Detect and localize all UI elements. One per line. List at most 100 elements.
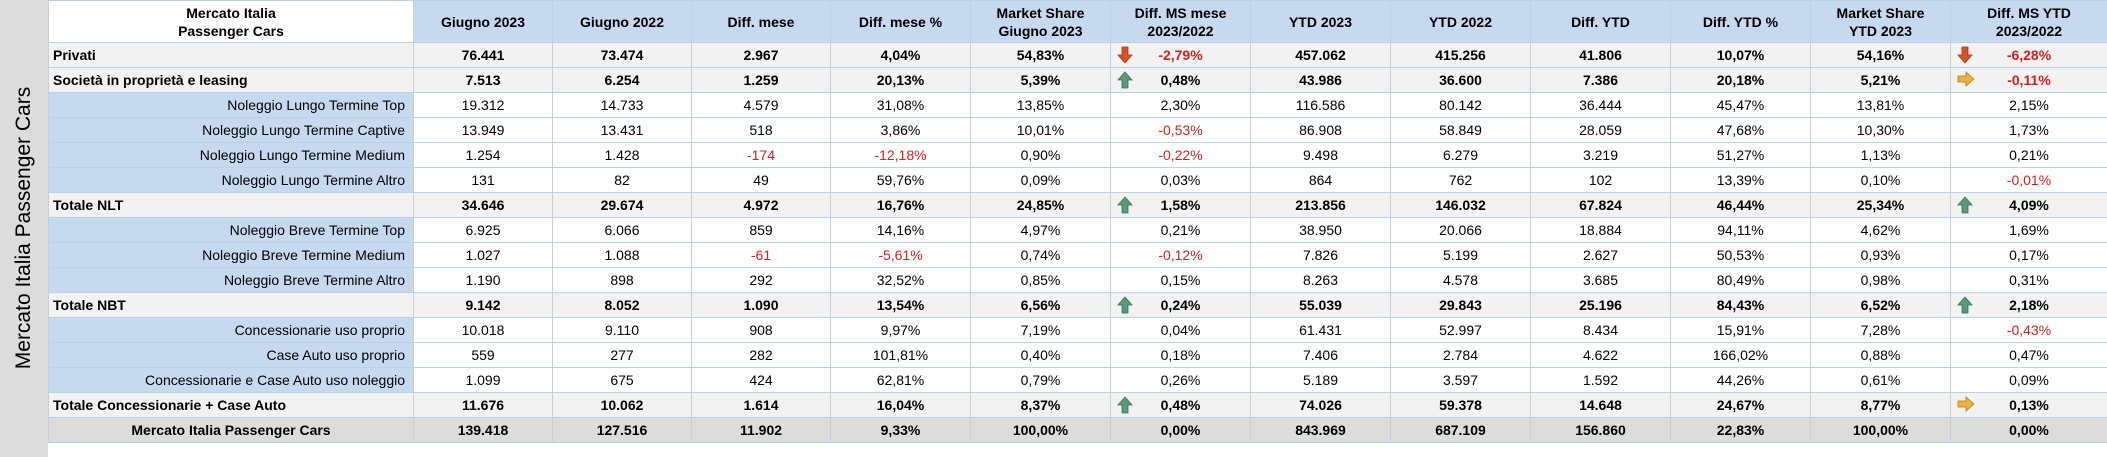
table-cell[interactable]: -0,11% (1950, 67, 2107, 93)
table-cell[interactable]: 3.219 (1530, 142, 1671, 168)
table-cell[interactable]: 166,02% (1670, 342, 1811, 368)
table-cell[interactable]: 4,04% (830, 42, 971, 68)
column-header[interactable]: Market Share YTD 2023 (1810, 0, 1951, 43)
table-cell[interactable]: 13,39% (1670, 167, 1811, 193)
table-cell[interactable]: 15,91% (1670, 317, 1811, 343)
table-cell[interactable]: 54,16% (1810, 42, 1951, 68)
table-cell[interactable]: 2.967 (691, 42, 831, 68)
table-cell[interactable]: 34.646 (413, 192, 553, 218)
table-cell[interactable]: -2,79% (1110, 42, 1251, 68)
table-cell[interactable]: 101,81% (830, 342, 971, 368)
table-cell[interactable]: 7,28% (1810, 317, 1951, 343)
table-cell[interactable]: 24,85% (970, 192, 1111, 218)
table-cell[interactable]: 7.406 (1250, 342, 1391, 368)
table-cell[interactable]: 1.592 (1530, 367, 1671, 393)
table-cell[interactable]: 1.088 (552, 242, 692, 268)
table-cell[interactable]: 22,83% (1670, 417, 1811, 443)
table-cell[interactable]: 6.925 (413, 217, 553, 243)
column-header[interactable]: YTD 2023 (1250, 0, 1391, 43)
row-label[interactable]: Noleggio Lungo Termine Medium (48, 142, 414, 168)
table-cell[interactable]: 24,67% (1670, 392, 1811, 418)
table-cell[interactable]: 20,13% (830, 67, 971, 93)
row-label[interactable]: Case Auto uso proprio (48, 342, 414, 368)
table-cell[interactable]: 20.066 (1390, 217, 1531, 243)
table-cell[interactable]: 0,21% (1950, 142, 2107, 168)
table-cell[interactable]: 7,19% (970, 317, 1111, 343)
table-cell[interactable]: 146.032 (1390, 192, 1531, 218)
table-cell[interactable]: 9.142 (413, 292, 553, 318)
table-cell[interactable]: 0,74% (970, 242, 1111, 268)
table-cell[interactable]: 1.099 (413, 367, 553, 393)
table-cell[interactable]: 36.444 (1530, 92, 1671, 118)
table-cell[interactable]: -174 (691, 142, 831, 168)
table-cell[interactable]: 0,09% (970, 167, 1111, 193)
table-cell[interactable]: 43.986 (1250, 67, 1391, 93)
table-cell[interactable]: 9.498 (1250, 142, 1391, 168)
table-cell[interactable]: 898 (552, 267, 692, 293)
row-label[interactable]: Noleggio Breve Termine Medium (48, 242, 414, 268)
table-cell[interactable]: 50,53% (1670, 242, 1811, 268)
table-cell[interactable]: 0,18% (1110, 342, 1251, 368)
table-cell[interactable]: 4.972 (691, 192, 831, 218)
table-cell[interactable]: 9,97% (830, 317, 971, 343)
table-cell[interactable]: 8.263 (1250, 267, 1391, 293)
table-cell[interactable]: 0,13% (1950, 392, 2107, 418)
table-cell[interactable]: 2,18% (1950, 292, 2107, 318)
table-cell[interactable]: 4,09% (1950, 192, 2107, 218)
table-cell[interactable]: 6.066 (552, 217, 692, 243)
table-cell[interactable]: 61.431 (1250, 317, 1391, 343)
table-cell[interactable]: 4.622 (1530, 342, 1671, 368)
table-cell[interactable]: -0,01% (1950, 167, 2107, 193)
table-cell[interactable]: 0,00% (1110, 417, 1251, 443)
column-header[interactable]: Giugno 2022 (552, 0, 692, 43)
table-cell[interactable]: 127.516 (552, 417, 692, 443)
table-cell[interactable]: 45,47% (1670, 92, 1811, 118)
table-cell[interactable]: 1.614 (691, 392, 831, 418)
table-cell[interactable]: 16,76% (830, 192, 971, 218)
table-cell[interactable]: 14.648 (1530, 392, 1671, 418)
table-cell[interactable]: 0,40% (970, 342, 1111, 368)
table-cell[interactable]: -6,28% (1950, 42, 2107, 68)
table-cell[interactable]: 49 (691, 167, 831, 193)
table-cell[interactable]: 38.950 (1250, 217, 1391, 243)
table-cell[interactable]: 84,43% (1670, 292, 1811, 318)
row-label[interactable]: Totale NLT (48, 192, 414, 218)
table-cell[interactable]: 6.254 (552, 67, 692, 93)
table-cell[interactable]: 687.109 (1390, 417, 1531, 443)
column-header[interactable]: Market Share Giugno 2023 (970, 0, 1111, 43)
table-cell[interactable]: 0,00% (1950, 417, 2107, 443)
table-cell[interactable]: 86.908 (1250, 117, 1391, 143)
table-cell[interactable]: 0,26% (1110, 367, 1251, 393)
table-cell[interactable]: 292 (691, 267, 831, 293)
table-cell[interactable]: 1.259 (691, 67, 831, 93)
column-header[interactable]: Diff. mese % (830, 0, 971, 43)
table-cell[interactable]: 76.441 (413, 42, 553, 68)
table-cell[interactable]: 3.685 (1530, 267, 1671, 293)
table-cell[interactable]: 0,98% (1810, 267, 1951, 293)
column-header[interactable]: Diff. MS YTD 2023/2022 (1950, 0, 2107, 43)
table-cell[interactable]: 0,61% (1810, 367, 1951, 393)
table-cell[interactable]: 0,48% (1110, 392, 1251, 418)
table-cell[interactable]: 7.386 (1530, 67, 1671, 93)
table-cell[interactable]: -0,22% (1110, 142, 1251, 168)
table-cell[interactable]: 139.418 (413, 417, 553, 443)
table-cell[interactable]: 4,62% (1810, 217, 1951, 243)
row-label[interactable]: Totale Concessionarie + Case Auto (48, 392, 414, 418)
table-cell[interactable]: 6,52% (1810, 292, 1951, 318)
table-cell[interactable]: 13,81% (1810, 92, 1951, 118)
table-cell[interactable]: 1.090 (691, 292, 831, 318)
table-cell[interactable]: 1,58% (1110, 192, 1251, 218)
row-label[interactable]: Concessionarie uso proprio (48, 317, 414, 343)
table-cell[interactable]: 5.199 (1390, 242, 1531, 268)
table-cell[interactable]: -0,53% (1110, 117, 1251, 143)
table-cell[interactable]: 0,48% (1110, 67, 1251, 93)
table-cell[interactable]: 25.196 (1530, 292, 1671, 318)
table-cell[interactable]: 8,77% (1810, 392, 1951, 418)
table-cell[interactable]: 13,85% (970, 92, 1111, 118)
table-cell[interactable]: 62,81% (830, 367, 971, 393)
table-cell[interactable]: 6,56% (970, 292, 1111, 318)
row-label[interactable]: Noleggio Lungo Termine Top (48, 92, 414, 118)
table-cell[interactable]: 675 (552, 367, 692, 393)
table-cell[interactable]: 14,16% (830, 217, 971, 243)
table-cell[interactable]: 762 (1390, 167, 1531, 193)
